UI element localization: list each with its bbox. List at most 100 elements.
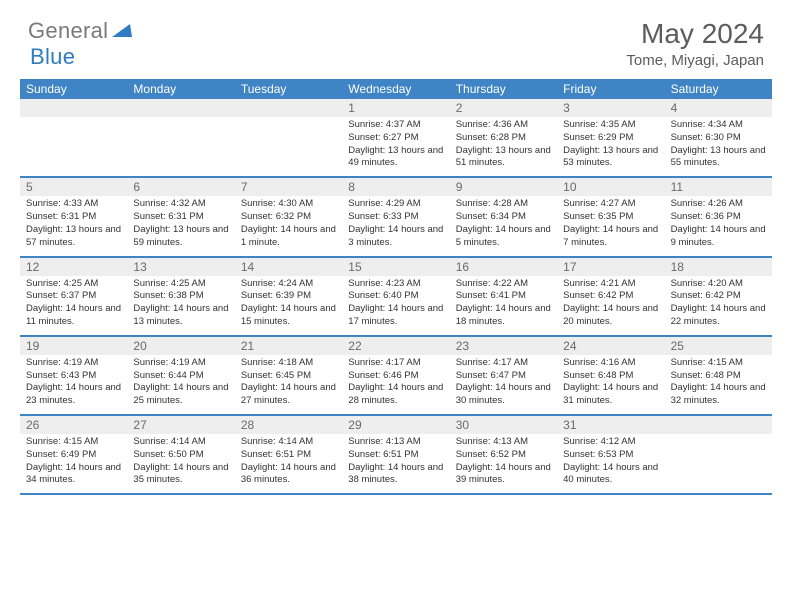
sunset-line: Sunset: 6:42 PM bbox=[563, 290, 660, 303]
logo-triangle-icon bbox=[112, 21, 132, 42]
daylight-line: Daylight: 14 hours and 30 minutes. bbox=[456, 382, 553, 408]
date-detail: Sunrise: 4:15 AMSunset: 6:49 PMDaylight:… bbox=[20, 434, 127, 493]
sunset-line: Sunset: 6:33 PM bbox=[348, 211, 445, 224]
date-detail: Sunrise: 4:30 AMSunset: 6:32 PMDaylight:… bbox=[235, 196, 342, 255]
date-detail: Sunrise: 4:20 AMSunset: 6:42 PMDaylight:… bbox=[665, 276, 772, 335]
date-detail: Sunrise: 4:14 AMSunset: 6:50 PMDaylight:… bbox=[127, 434, 234, 493]
date-number bbox=[235, 99, 342, 117]
daylight-line: Daylight: 14 hours and 1 minute. bbox=[241, 224, 338, 250]
dow-header-row: SundayMondayTuesdayWednesdayThursdayFrid… bbox=[20, 79, 772, 99]
sunset-line: Sunset: 6:47 PM bbox=[456, 370, 553, 383]
sunrise-line: Sunrise: 4:16 AM bbox=[563, 357, 660, 370]
date-detail: Sunrise: 4:32 AMSunset: 6:31 PMDaylight:… bbox=[127, 196, 234, 255]
date-detail: Sunrise: 4:37 AMSunset: 6:27 PMDaylight:… bbox=[342, 117, 449, 176]
sunrise-line: Sunrise: 4:14 AM bbox=[133, 436, 230, 449]
dow-cell: Monday bbox=[127, 79, 234, 99]
date-detail: Sunrise: 4:28 AMSunset: 6:34 PMDaylight:… bbox=[450, 196, 557, 255]
date-number: 8 bbox=[342, 178, 449, 196]
sunset-line: Sunset: 6:53 PM bbox=[563, 449, 660, 462]
daylight-line: Daylight: 14 hours and 31 minutes. bbox=[563, 382, 660, 408]
date-data-row: Sunrise: 4:33 AMSunset: 6:31 PMDaylight:… bbox=[20, 196, 772, 257]
sunset-line: Sunset: 6:38 PM bbox=[133, 290, 230, 303]
date-detail: Sunrise: 4:19 AMSunset: 6:44 PMDaylight:… bbox=[127, 355, 234, 414]
date-detail: Sunrise: 4:25 AMSunset: 6:38 PMDaylight:… bbox=[127, 276, 234, 335]
sunrise-line: Sunrise: 4:30 AM bbox=[241, 198, 338, 211]
date-number: 16 bbox=[450, 258, 557, 276]
daylight-line: Daylight: 14 hours and 20 minutes. bbox=[563, 303, 660, 329]
brand-name-2-wrap: Blue bbox=[30, 44, 75, 70]
date-detail: Sunrise: 4:34 AMSunset: 6:30 PMDaylight:… bbox=[665, 117, 772, 176]
sunrise-line: Sunrise: 4:17 AM bbox=[348, 357, 445, 370]
date-number bbox=[665, 416, 772, 434]
daylight-line: Daylight: 14 hours and 3 minutes. bbox=[348, 224, 445, 250]
month-title: May 2024 bbox=[626, 18, 764, 50]
daylight-line: Daylight: 13 hours and 57 minutes. bbox=[26, 224, 123, 250]
daylight-line: Daylight: 14 hours and 22 minutes. bbox=[671, 303, 768, 329]
daylight-line: Daylight: 13 hours and 49 minutes. bbox=[348, 145, 445, 171]
daylight-line: Daylight: 14 hours and 15 minutes. bbox=[241, 303, 338, 329]
dow-cell: Thursday bbox=[450, 79, 557, 99]
sunset-line: Sunset: 6:30 PM bbox=[671, 132, 768, 145]
page-header: General May 2024 Tome, Miyagi, Japan bbox=[0, 0, 792, 73]
date-data-row: Sunrise: 4:25 AMSunset: 6:37 PMDaylight:… bbox=[20, 276, 772, 337]
date-detail bbox=[665, 434, 772, 493]
daylight-line: Daylight: 13 hours and 53 minutes. bbox=[563, 145, 660, 171]
sunrise-line: Sunrise: 4:25 AM bbox=[133, 278, 230, 291]
sunrise-line: Sunrise: 4:13 AM bbox=[348, 436, 445, 449]
date-number-row: 262728293031 bbox=[20, 416, 772, 434]
dow-cell: Wednesday bbox=[342, 79, 449, 99]
date-detail: Sunrise: 4:13 AMSunset: 6:51 PMDaylight:… bbox=[342, 434, 449, 493]
date-detail: Sunrise: 4:19 AMSunset: 6:43 PMDaylight:… bbox=[20, 355, 127, 414]
sunrise-line: Sunrise: 4:15 AM bbox=[26, 436, 123, 449]
dow-cell: Tuesday bbox=[235, 79, 342, 99]
sunset-line: Sunset: 6:48 PM bbox=[563, 370, 660, 383]
date-detail: Sunrise: 4:22 AMSunset: 6:41 PMDaylight:… bbox=[450, 276, 557, 335]
title-block: May 2024 Tome, Miyagi, Japan bbox=[626, 18, 764, 69]
brand-name-1: General bbox=[28, 18, 108, 44]
date-detail bbox=[20, 117, 127, 176]
sunset-line: Sunset: 6:51 PM bbox=[241, 449, 338, 462]
daylight-line: Daylight: 14 hours and 13 minutes. bbox=[133, 303, 230, 329]
date-number: 10 bbox=[557, 178, 664, 196]
date-number-row: 19202122232425 bbox=[20, 337, 772, 355]
date-detail: Sunrise: 4:13 AMSunset: 6:52 PMDaylight:… bbox=[450, 434, 557, 493]
date-detail: Sunrise: 4:15 AMSunset: 6:48 PMDaylight:… bbox=[665, 355, 772, 414]
sunrise-line: Sunrise: 4:28 AM bbox=[456, 198, 553, 211]
date-detail: Sunrise: 4:24 AMSunset: 6:39 PMDaylight:… bbox=[235, 276, 342, 335]
date-detail: Sunrise: 4:25 AMSunset: 6:37 PMDaylight:… bbox=[20, 276, 127, 335]
date-number: 7 bbox=[235, 178, 342, 196]
date-number bbox=[20, 99, 127, 117]
date-number: 20 bbox=[127, 337, 234, 355]
daylight-line: Daylight: 14 hours and 40 minutes. bbox=[563, 462, 660, 488]
sunset-line: Sunset: 6:35 PM bbox=[563, 211, 660, 224]
sunset-line: Sunset: 6:51 PM bbox=[348, 449, 445, 462]
daylight-line: Daylight: 14 hours and 7 minutes. bbox=[563, 224, 660, 250]
dow-cell: Saturday bbox=[665, 79, 772, 99]
date-number: 11 bbox=[665, 178, 772, 196]
sunset-line: Sunset: 6:39 PM bbox=[241, 290, 338, 303]
sunset-line: Sunset: 6:27 PM bbox=[348, 132, 445, 145]
daylight-line: Daylight: 14 hours and 11 minutes. bbox=[26, 303, 123, 329]
date-detail: Sunrise: 4:29 AMSunset: 6:33 PMDaylight:… bbox=[342, 196, 449, 255]
sunrise-line: Sunrise: 4:26 AM bbox=[671, 198, 768, 211]
daylight-line: Daylight: 14 hours and 38 minutes. bbox=[348, 462, 445, 488]
date-number: 23 bbox=[450, 337, 557, 355]
daylight-line: Daylight: 14 hours and 25 minutes. bbox=[133, 382, 230, 408]
sunset-line: Sunset: 6:46 PM bbox=[348, 370, 445, 383]
sunrise-line: Sunrise: 4:29 AM bbox=[348, 198, 445, 211]
date-detail: Sunrise: 4:17 AMSunset: 6:46 PMDaylight:… bbox=[342, 355, 449, 414]
sunset-line: Sunset: 6:41 PM bbox=[456, 290, 553, 303]
daylight-line: Daylight: 14 hours and 35 minutes. bbox=[133, 462, 230, 488]
sunrise-line: Sunrise: 4:19 AM bbox=[26, 357, 123, 370]
dow-cell: Sunday bbox=[20, 79, 127, 99]
sunrise-line: Sunrise: 4:13 AM bbox=[456, 436, 553, 449]
sunrise-line: Sunrise: 4:33 AM bbox=[26, 198, 123, 211]
sunrise-line: Sunrise: 4:32 AM bbox=[133, 198, 230, 211]
daylight-line: Daylight: 14 hours and 34 minutes. bbox=[26, 462, 123, 488]
date-number: 12 bbox=[20, 258, 127, 276]
sunset-line: Sunset: 6:52 PM bbox=[456, 449, 553, 462]
daylight-line: Daylight: 13 hours and 55 minutes. bbox=[671, 145, 768, 171]
date-number: 4 bbox=[665, 99, 772, 117]
date-detail: Sunrise: 4:17 AMSunset: 6:47 PMDaylight:… bbox=[450, 355, 557, 414]
sunset-line: Sunset: 6:43 PM bbox=[26, 370, 123, 383]
